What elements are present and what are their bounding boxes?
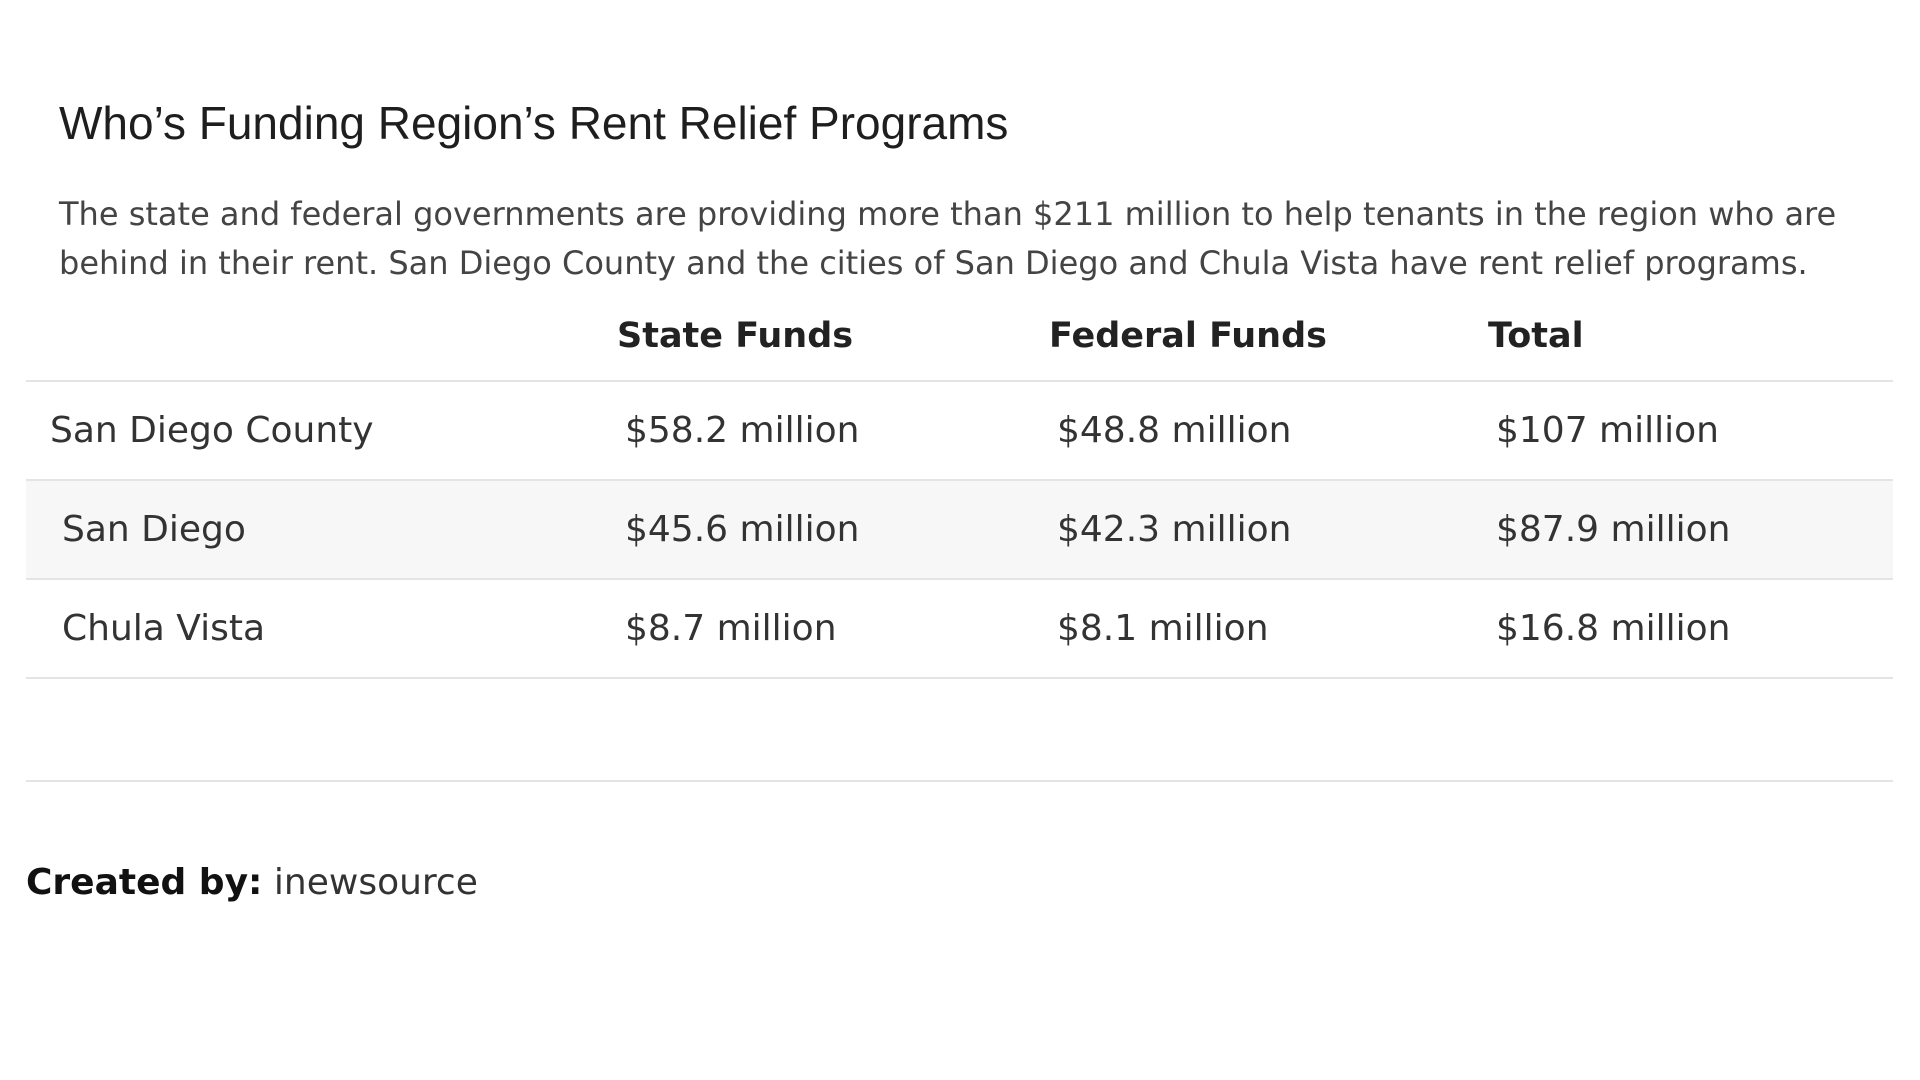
row-label: San Diego	[62, 509, 246, 550]
column-header: Total	[1488, 316, 1584, 356]
cell-value: $45.6 million	[625, 509, 860, 550]
divider	[26, 780, 1893, 782]
cell-value: $48.8 million	[1057, 410, 1292, 451]
cell-value: $8.7 million	[625, 608, 837, 649]
column-header: Federal Funds	[1049, 316, 1327, 356]
footer-label: Created by:	[26, 862, 263, 903]
cell-value: $58.2 million	[625, 410, 860, 451]
footer-source: inewsource	[273, 862, 478, 903]
table-row: San Diego $45.6 million $42.3 million $87.9…	[26, 481, 1893, 580]
description: The state and federal governments are pr…	[59, 195, 1837, 282]
header-row: State Funds Federal Funds Total	[26, 308, 1893, 382]
title: Who’s Funding Region’s Rent Relief Progr…	[59, 97, 1009, 149]
table-row: San Diego County $58.2 million $48.8 milli…	[26, 382, 1893, 481]
cell-value: $107 million	[1496, 410, 1719, 451]
row-label: San Diego County	[50, 410, 374, 451]
cell-value: $8.1 million	[1057, 608, 1269, 649]
cell-value: $16.8 million	[1496, 608, 1731, 649]
column-header: State Funds	[617, 316, 854, 356]
footer: Created by: inewsource	[26, 862, 478, 903]
table: State Funds Federal Funds Total San Diego C…	[26, 308, 1893, 679]
row-label: Chula Vista	[62, 608, 266, 649]
cell-value: $87.9 million	[1496, 509, 1731, 550]
cell-value: $42.3 million	[1057, 509, 1292, 550]
table-row: Chula Vista $8.7 million $8.1 million $16.8…	[26, 580, 1893, 679]
